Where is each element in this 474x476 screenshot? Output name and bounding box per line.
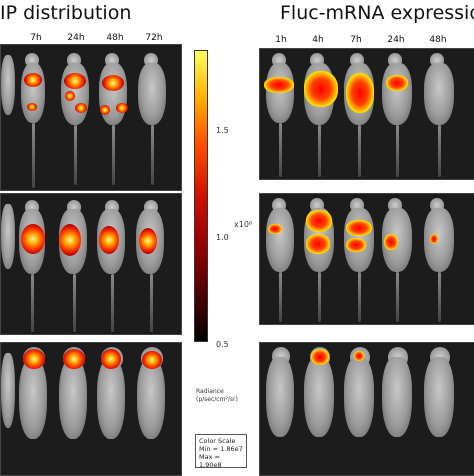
radiance-units: (p/sec/cm²/sr) <box>196 396 238 403</box>
left-panel-title: IP distribution <box>0 2 132 24</box>
imaging-panel-right-row1 <box>259 48 474 180</box>
right-time-label: 24h <box>387 35 405 45</box>
right-time-label: 48h <box>429 35 447 45</box>
colorbar-exponent: x10⁸ <box>234 220 253 229</box>
imaging-panel-left-row3 <box>0 342 182 476</box>
scale-title: Color Scale <box>199 437 236 445</box>
imaging-panel-left-row2 <box>0 193 182 335</box>
imaging-panel-right-row2 <box>259 193 474 325</box>
left-time-label: 48h <box>106 33 124 43</box>
colorbar-tick: 1.5 <box>216 126 229 135</box>
left-time-label: 24h <box>67 33 85 43</box>
colorbar-tick: 1.0 <box>216 233 229 242</box>
radiance-label: Radiance (p/sec/cm²/sr) <box>196 388 238 404</box>
colorbar-tick: 0.5 <box>216 340 229 349</box>
left-time-label: 7h <box>30 33 42 43</box>
radiance-colorbar <box>194 50 208 342</box>
color-scale-box: Color Scale Min = 1.86e7 Max = 1.90e8 <box>195 434 247 469</box>
imaging-panel-right-row3 <box>259 342 474 476</box>
right-panel-title: Fluc-mRNA expressio <box>280 2 474 24</box>
right-time-label: 1h <box>275 35 287 45</box>
right-time-label: 7h <box>350 35 362 45</box>
scale-min: Min = 1.86e7 <box>199 445 243 453</box>
radiance-title: Radiance <box>196 388 224 395</box>
right-time-label: 4h <box>312 35 324 45</box>
left-time-label: 72h <box>145 33 163 43</box>
imaging-panel-left-row1 <box>0 44 182 191</box>
scale-max: Max = 1.90e8 <box>199 453 222 469</box>
